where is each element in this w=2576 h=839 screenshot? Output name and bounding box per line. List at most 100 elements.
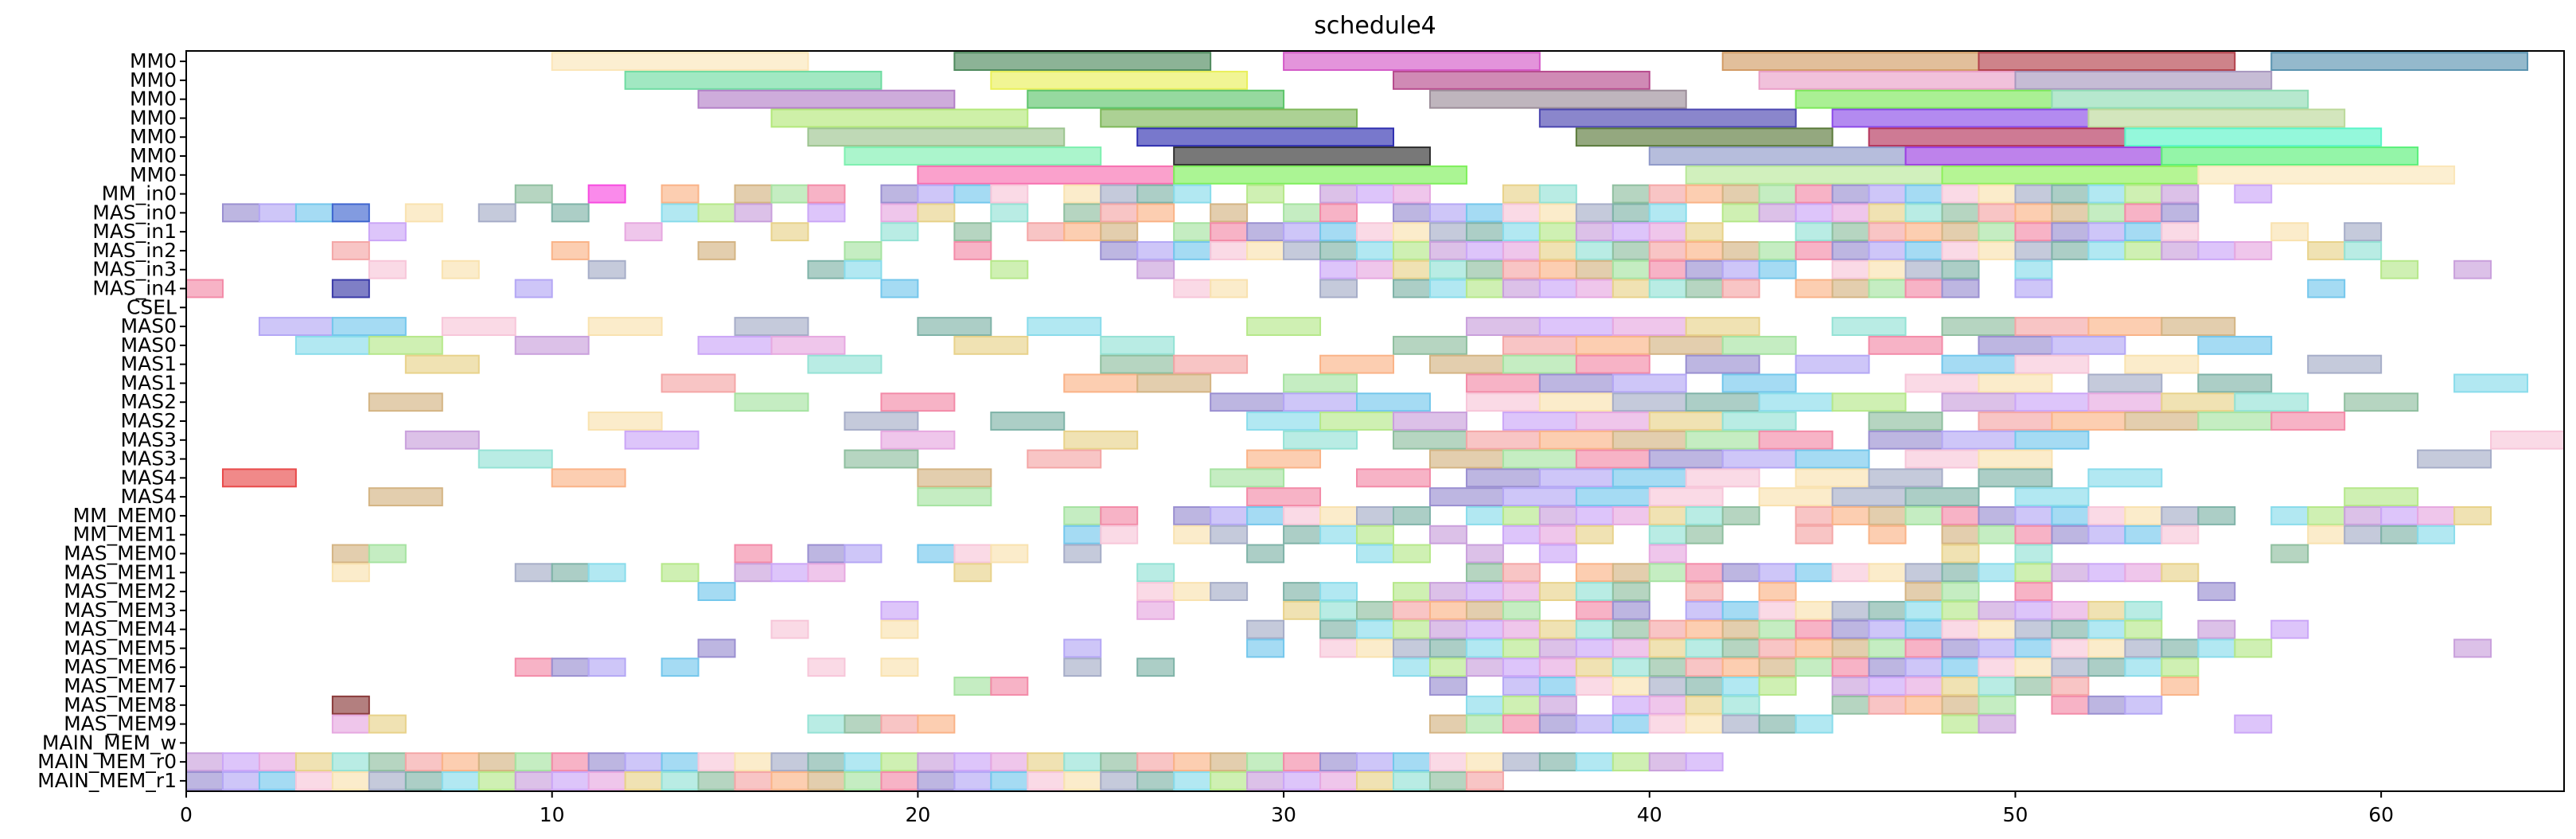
task-bar [2344,505,2383,525]
task-bar [1173,505,1212,525]
task-bar [1575,600,1614,620]
task-bar [1758,240,1797,260]
task-bar [1428,354,1504,374]
task-bar [661,658,700,677]
task-bar [917,714,956,734]
task-bar [1978,373,2053,393]
task-bar [770,108,1029,128]
task-bar [697,335,773,355]
task-bar [1356,392,1431,412]
task-bar [1795,354,1870,374]
task-bar [1721,677,1760,696]
task-bar [1356,505,1394,525]
task-bar [2124,619,2163,639]
task-bar [1356,600,1394,620]
task-bar [1502,600,1541,620]
y-axis: MM0MM0MM0MM0MM0MM0MM0MM_in0MAS_in0MAS_in… [37,49,186,792]
task-bar [1319,222,1358,242]
task-bar [1758,203,1797,223]
task-bar [2014,677,2053,696]
task-bar [1027,89,1285,109]
task-bar [1611,373,1687,393]
task-bar [1465,430,1541,450]
task-bar [2161,203,2200,223]
task-bar [2014,582,2053,602]
task-bar [1502,619,1541,639]
task-bar [1685,240,1724,260]
task-bar [880,658,919,677]
task-bar [734,563,773,583]
task-bar [1941,695,1980,715]
task-bar [1173,582,1212,602]
task-bar [1319,525,1358,544]
task-bar [1428,89,1687,109]
task-bar [1941,505,1980,525]
task-bar [1868,412,1943,431]
task-bar [2307,279,2346,299]
task-bar [1685,392,1760,412]
y-tick-label: MAS_MEM4 [64,618,177,641]
task-bar [807,771,846,790]
task-bar [770,335,846,355]
task-bar [1941,677,1980,696]
task-bar [221,752,260,772]
task-bar [1904,279,1943,299]
task-bar [1978,184,2017,204]
task-bar [2234,714,2273,734]
task-bar [1392,658,1431,677]
task-bar [551,771,590,790]
task-bar [1502,449,1577,469]
task-bar [1648,658,1687,677]
task-bar [1392,203,1431,223]
task-bar [1648,146,1907,166]
task-bar [1428,487,1504,507]
task-bar [1319,279,1358,299]
task-bar [1173,146,1431,166]
task-bar [624,70,883,90]
task-bar [2051,600,2090,620]
task-bar [1319,771,1358,790]
task-bar [2197,335,2273,355]
task-bar [1648,184,1687,204]
task-bar [734,392,809,412]
task-bar [844,260,883,279]
task-bar [1538,505,1577,525]
task-bar [2124,695,2163,715]
chart-title: schedule4 [1314,12,1436,40]
task-bar [1648,638,1687,658]
task-bar [734,317,809,337]
task-bar [770,771,809,790]
task-bar [1941,203,1980,223]
task-bar [294,335,370,355]
task-bar [2197,412,2273,431]
y-tick-label: MAS_MEM0 [64,541,177,564]
task-bar [2124,354,2200,374]
task-bar [1575,487,1650,507]
plot-frame [185,50,2565,792]
task-bar [1831,658,1870,677]
task-bar [697,638,736,658]
task-bar [1465,600,1504,620]
y-tick-label: MAIN_MEM_w [42,731,177,754]
task-bar [844,240,883,260]
task-bar [1941,714,1980,734]
task-bar [2124,658,2163,677]
task-bar [2344,222,2383,242]
task-bar [2087,505,2126,525]
task-bar [1941,582,1980,602]
task-bar [2087,184,2126,204]
task-bar [770,619,809,639]
task-bar [953,752,992,772]
task-bar [880,392,956,412]
task-bar [1502,203,1541,223]
task-bar [551,240,590,260]
task-bar [1904,240,1943,260]
y-tick-label: MM0 [130,144,177,167]
task-bar [331,714,370,734]
task-bar [404,430,480,450]
task-bar [917,165,1175,185]
task-bar [1611,677,1650,696]
task-bar [807,752,846,772]
task-bar [1831,260,1870,279]
